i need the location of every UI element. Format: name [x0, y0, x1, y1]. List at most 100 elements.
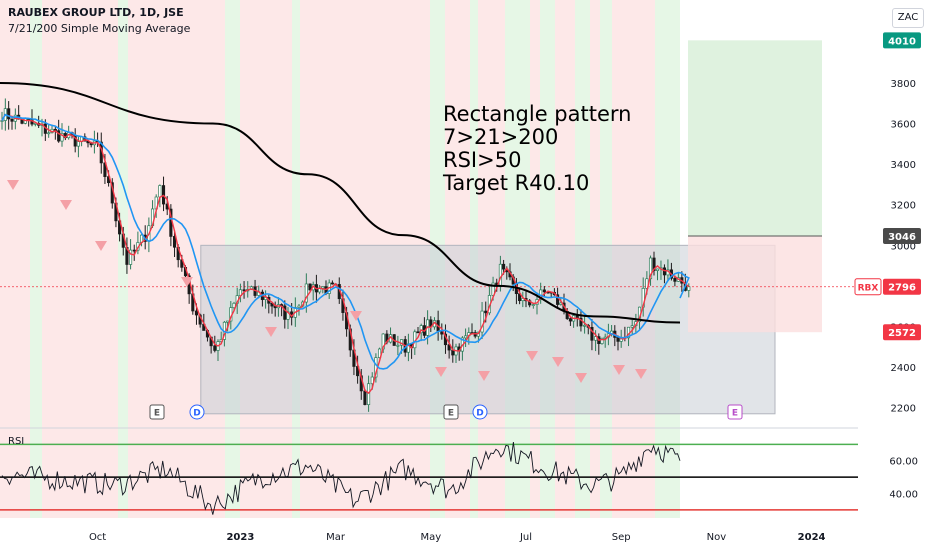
marker-circle [189, 404, 205, 420]
earnings-marker: E [443, 404, 459, 420]
candle-body [129, 249, 133, 265]
rsi-tick-label: 40.00 [889, 489, 918, 500]
stop-zone [688, 235, 822, 333]
candle-body [447, 344, 451, 351]
symbol-tag-text: RBX [858, 284, 879, 294]
marker-letter: E [154, 409, 160, 419]
time-tick-label: Mar [326, 532, 346, 543]
candle-body [308, 283, 312, 291]
annotation-line-4: Target R40.10 [443, 171, 590, 195]
pattern-annotation: Rectangle pattern 7>21>200 RSI>50 Target R4… [443, 103, 631, 195]
bullish-band [118, 0, 128, 518]
price-tag-3046: 3046 [883, 227, 921, 244]
indicator-legend: 7/21/200 Simple Moving Average [8, 22, 191, 35]
sell-signal-triangle [181, 277, 193, 287]
time-tick-label: Nov [707, 532, 727, 543]
sell-signal-triangle [478, 371, 490, 381]
rsi-label: RSI [8, 436, 25, 447]
target-zone [688, 40, 822, 236]
candle-body [270, 302, 274, 307]
price-axis-background [858, 0, 932, 550]
candle-body [57, 130, 61, 142]
dividend-marker: D [472, 404, 488, 420]
price-tick-label: 3600 [891, 120, 916, 131]
candle-body [652, 257, 656, 271]
sell-signal-triangle [575, 373, 587, 383]
candle-body [76, 141, 80, 147]
sell-signal-triangle [7, 180, 19, 190]
marker-letter: D [193, 409, 200, 419]
candle-body [158, 185, 162, 198]
dividend-marker: D [189, 404, 205, 420]
price-tag-2796: 2796 RBX [854, 278, 921, 296]
candle-body [419, 325, 423, 334]
candle-body [194, 310, 199, 316]
time-tick-label: Oct [89, 532, 106, 543]
candle-body [480, 310, 484, 333]
candle-body [484, 310, 488, 314]
price-tick-label: 2200 [891, 404, 916, 415]
candle-body [590, 326, 594, 341]
candle-body [47, 132, 51, 135]
price-tag-box [883, 278, 921, 295]
chart-title: RAUBEX GROUP LTD, 1D, JSE [8, 6, 184, 19]
price-tag-text: 4010 [888, 36, 916, 47]
price-tag-text: 3046 [888, 232, 916, 243]
sma-200-line [0, 81, 681, 324]
candle-body [416, 331, 420, 334]
candle-body [232, 302, 236, 309]
marker-letter: E [732, 409, 738, 419]
sell-signal-triangle [265, 327, 277, 337]
candle-body [283, 305, 287, 320]
time-axis-background [0, 518, 932, 550]
candle-body [367, 383, 371, 405]
rsi-tick-label: 60.00 [889, 457, 918, 468]
candle-body [673, 277, 677, 282]
sell-signal-triangle [613, 365, 625, 375]
moving-averages [0, 81, 690, 395]
rsi-pane [0, 427, 858, 515]
bullish-band [30, 0, 42, 518]
price-tag-box [883, 227, 921, 244]
marker-circle [472, 404, 488, 420]
annotation-line-2: 7>21>200 [443, 125, 559, 149]
price-tick-label: 3000 [891, 241, 916, 252]
time-tick-label: May [420, 532, 441, 543]
candle-body [542, 289, 546, 293]
candle-body [226, 320, 230, 323]
sell-signal-triangle [552, 357, 564, 367]
price-tag-2572: 2572 [883, 324, 921, 341]
price-tag-box [883, 32, 921, 49]
time-tick-label: Sep [612, 532, 631, 543]
price-tag-text: 2796 [888, 283, 916, 294]
annotation-line-1: Rectangle pattern [443, 102, 632, 126]
candle-body [579, 317, 583, 327]
signal-triangles [7, 180, 647, 383]
candle-body [464, 335, 468, 339]
candle-body [600, 337, 604, 344]
currency-button[interactable]: ZAC [892, 8, 924, 28]
candle-body [655, 268, 660, 271]
rsi-line [1, 441, 681, 515]
candle-body [60, 133, 64, 142]
candle-body [568, 318, 572, 322]
candle-body [498, 263, 502, 287]
sell-signal-triangle [635, 369, 647, 379]
sma-7-line [1, 113, 690, 395]
price-tick-label: 3400 [891, 160, 916, 171]
candle-body [377, 348, 382, 358]
candle-body [363, 390, 367, 405]
price-tag-box [883, 324, 921, 341]
candle-body [396, 344, 400, 347]
candle-body [630, 325, 634, 328]
time-tick-label: 2023 [226, 532, 254, 543]
candle-body [648, 257, 653, 280]
candle-body [687, 286, 691, 291]
time-tick-label: Jul [519, 532, 532, 543]
candle-body [321, 286, 325, 289]
candle-body [132, 249, 136, 252]
sell-signal-triangle [95, 241, 107, 251]
candle-body [556, 294, 560, 305]
marker-letter: E [448, 409, 454, 419]
earnings-marker: E [149, 404, 165, 420]
